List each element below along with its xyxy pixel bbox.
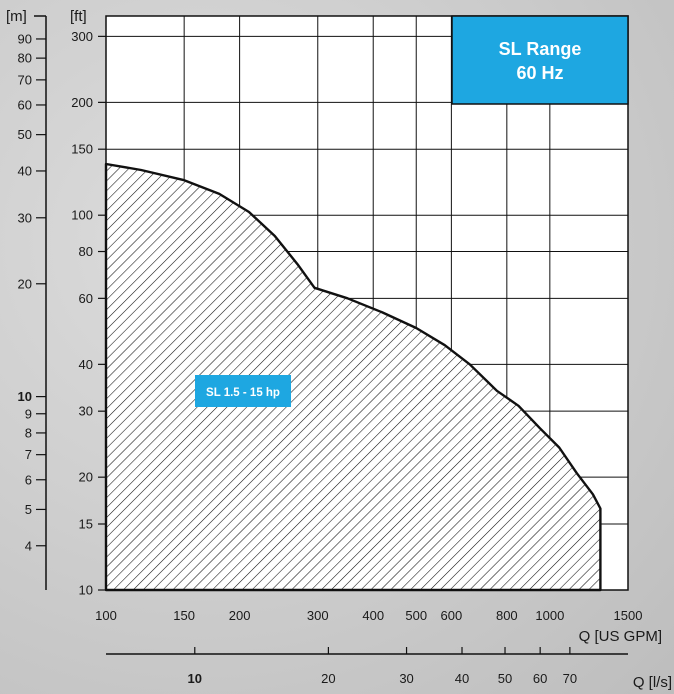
y-unit-label: [ft] [70, 8, 87, 25]
y2-tick-label: 20 [18, 276, 32, 291]
y-tick-label: 20 [79, 470, 93, 485]
x2-tick-label: 70 [563, 671, 577, 686]
y-tick-label: 150 [71, 142, 93, 157]
y-tick-label: 40 [79, 357, 93, 372]
y-tick-label: 80 [79, 244, 93, 259]
y2-tick-label: 60 [18, 97, 32, 112]
y2-tick-label: 4 [25, 538, 32, 553]
x-tick-label: 300 [307, 608, 329, 623]
series-label: SL 1.5 - 15 hp [195, 375, 291, 407]
y2-tick-label: 40 [18, 163, 32, 178]
x-axis-ls: 10 20 30 40 50 60 70 [106, 647, 628, 686]
x2-tick-label: 10 [188, 671, 202, 686]
y-tick-label: 15 [79, 517, 93, 532]
y2-tick-label: 70 [18, 72, 32, 87]
x-tick-label: 400 [362, 608, 384, 623]
y2-tick-label: 10 [18, 389, 32, 404]
y2-tick-label: 5 [25, 502, 32, 517]
title-box-background [451, 15, 629, 105]
series-label-text: SL 1.5 - 15 hp [206, 387, 280, 399]
x2-tick-label: 40 [455, 671, 469, 686]
chart-title: SL Range [499, 39, 582, 59]
y2-tick-label: 6 [25, 472, 32, 487]
plot-frame [105, 15, 629, 591]
x-tick-label: 500 [405, 608, 427, 623]
title-box: SL Range 60 Hz [451, 15, 629, 105]
series-region [104, 162, 602, 592]
y2-tick-label: 8 [25, 425, 32, 440]
x-tick-label: 150 [173, 608, 195, 623]
y-tick-label: 60 [79, 291, 93, 306]
y-axis-m: 4 5 6 7 8 9 10 20 30 40 50 60 70 80 90 [18, 15, 47, 590]
y-tick-label: 30 [79, 404, 93, 419]
y-tick-label: 200 [71, 95, 93, 110]
y2-tick-label: 30 [18, 210, 32, 225]
series-area [104, 162, 602, 592]
y2-tick-label: 7 [25, 447, 32, 462]
x2-tick-label: 50 [498, 671, 512, 686]
y-tick-label: 300 [71, 29, 93, 44]
x-axis-gpm: 100 150 200 300 400 500 600 800 1000 1500 [95, 608, 642, 623]
x-tick-label: 200 [229, 608, 251, 623]
x-tick-label: 100 [95, 608, 117, 623]
series-label-background [195, 375, 291, 407]
y-axis-ft: 10 15 20 30 40 60 80 100 150 200 300 [71, 29, 106, 598]
y2-tick-label: 9 [25, 406, 32, 421]
y-tick-label: 10 [79, 583, 93, 598]
x-unit-label: Q [US GPM] [579, 628, 662, 645]
y2-tick-label: 90 [18, 31, 32, 46]
x2-tick-label: 20 [321, 671, 335, 686]
y2-unit-label: [m] [6, 8, 27, 25]
x-tick-label: 600 [441, 608, 463, 623]
chart-subtitle: 60 Hz [516, 63, 563, 83]
y-tick-label: 100 [71, 208, 93, 223]
y2-tick-label: 80 [18, 51, 32, 66]
x-tick-label: 1000 [535, 608, 564, 623]
x-tick-label: 800 [496, 608, 518, 623]
x2-tick-label: 60 [533, 671, 547, 686]
y2-tick-label: 50 [18, 127, 32, 142]
x-tick-label: 1500 [614, 608, 643, 623]
x2-tick-label: 30 [399, 671, 413, 686]
x2-unit-label: Q [l/s] [633, 674, 672, 691]
